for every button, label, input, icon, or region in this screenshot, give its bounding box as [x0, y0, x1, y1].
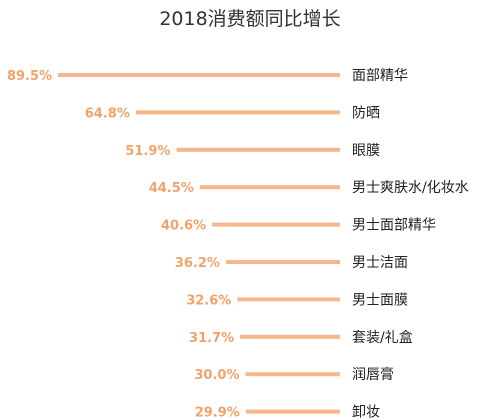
value-label-9: 29.9% [195, 406, 240, 420]
bar-2 [176, 147, 340, 152]
value-label-5: 36.2% [175, 256, 220, 271]
category-label-4: 男士面部精华 [352, 218, 436, 234]
category-label-7: 套装/礼盒 [352, 329, 413, 346]
value-label-8: 30.0% [194, 368, 239, 383]
category-label-3: 男士爽肤水/化妆水 [352, 180, 469, 196]
category-label-0: 面部精华 [352, 68, 408, 84]
bar-8 [245, 372, 340, 377]
value-label-1: 64.8% [85, 106, 130, 121]
category-label-8: 润唇膏 [352, 366, 394, 383]
bar-7 [240, 334, 340, 339]
bar-9 [245, 409, 340, 414]
value-label-6: 32.6% [186, 293, 231, 308]
bar-5 [225, 260, 340, 264]
category-label-1: 防晒 [352, 105, 380, 121]
bar-4 [212, 222, 340, 227]
bar-3 [199, 185, 340, 190]
value-label-7: 31.7% [189, 331, 234, 346]
value-label-2: 51.9% [125, 144, 170, 159]
bars-layer: 89.5% 面部精华 64.8% 防晒 51.9% 眼膜 44.5% 男士爽肤水/化妆水 40.… [7, 68, 469, 420]
value-label-4: 40.6% [161, 219, 206, 234]
category-label-9: 卸妆 [352, 405, 380, 420]
value-label-3: 44.5% [149, 181, 194, 196]
bar-0 [58, 73, 340, 77]
category-label-2: 眼膜 [352, 143, 380, 159]
value-label-0: 89.5% [7, 69, 52, 84]
bar-1 [135, 110, 340, 115]
category-label-5: 男士洁面 [352, 255, 408, 271]
chart-title: 2018消费额同比增长 [159, 8, 341, 30]
bar-6 [237, 297, 340, 302]
category-label-6: 男士面膜 [352, 292, 408, 308]
